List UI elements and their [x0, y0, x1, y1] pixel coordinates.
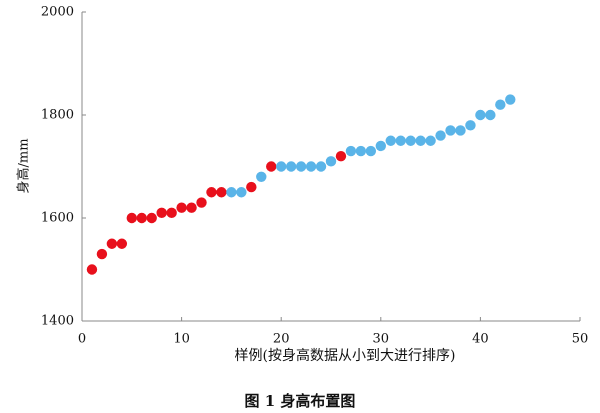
x-tick-label: 10 — [173, 332, 190, 347]
point — [435, 130, 446, 141]
point — [455, 125, 466, 136]
point — [116, 238, 128, 249]
y-tick-label: 1600 — [41, 211, 74, 226]
point — [385, 135, 396, 146]
x-tick-label: 0 — [78, 332, 86, 347]
y-tick-label: 1400 — [41, 314, 74, 329]
point — [266, 161, 277, 172]
x-tick-label: 40 — [472, 332, 489, 347]
point — [186, 202, 197, 213]
point — [176, 202, 187, 213]
y-tick-label: 1800 — [41, 108, 74, 123]
point — [335, 151, 347, 162]
y-axis-label: 身高/mm — [16, 138, 32, 193]
point — [415, 135, 426, 146]
point — [375, 140, 386, 152]
point — [405, 135, 416, 146]
point — [305, 161, 317, 172]
chart-title: 图 1 身高布置图 — [245, 392, 356, 410]
point — [495, 99, 506, 110]
point — [505, 94, 516, 105]
y-tick-label: 2000 — [41, 5, 74, 20]
point — [485, 109, 496, 121]
point — [196, 197, 207, 208]
x-axis-label: 样例(按身高数据从小到大进行排序) — [235, 347, 456, 364]
x-tick-label: 30 — [373, 332, 390, 347]
point — [425, 135, 436, 146]
point — [236, 187, 247, 198]
point — [395, 135, 406, 146]
point — [276, 161, 287, 172]
point — [465, 120, 476, 131]
point — [146, 212, 157, 224]
point — [226, 187, 237, 198]
point — [106, 238, 118, 249]
point — [475, 109, 486, 121]
point — [126, 212, 137, 224]
point — [315, 161, 327, 172]
point — [295, 161, 307, 172]
point — [136, 212, 147, 224]
point — [285, 161, 297, 172]
point — [445, 125, 456, 136]
point — [166, 207, 177, 219]
x-tick-label: 50 — [572, 332, 589, 347]
point — [365, 145, 377, 157]
point — [96, 248, 108, 260]
point — [355, 145, 367, 157]
point — [206, 187, 217, 198]
point — [325, 156, 337, 167]
point — [156, 207, 167, 219]
point — [246, 181, 257, 193]
point — [256, 171, 267, 182]
point — [345, 145, 357, 157]
point — [216, 187, 227, 198]
x-tick-label: 20 — [273, 332, 290, 347]
point — [86, 264, 98, 275]
